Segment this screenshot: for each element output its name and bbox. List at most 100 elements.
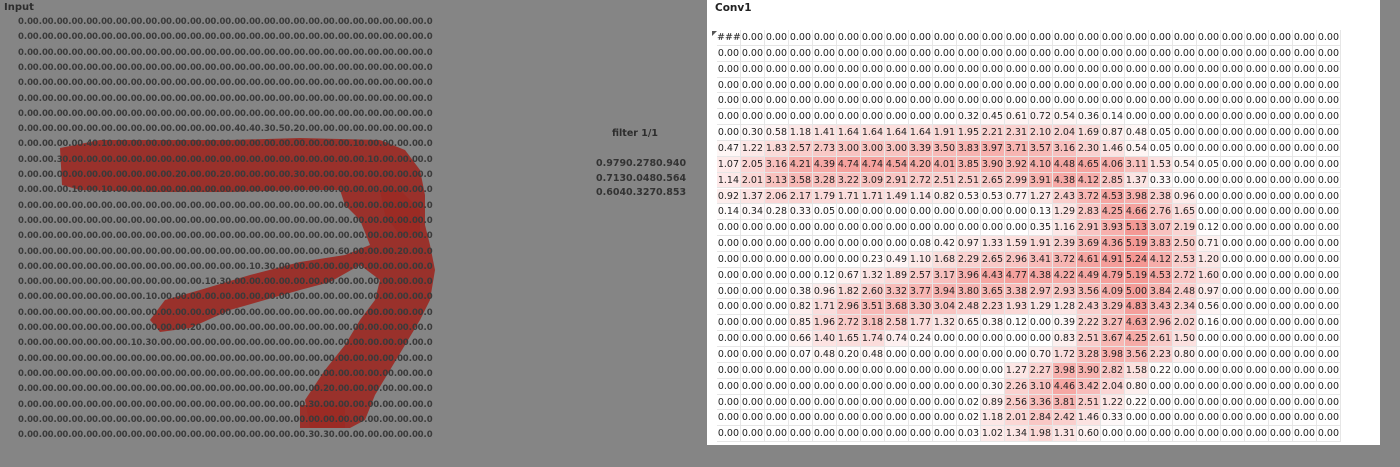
conv1-cell[interactable]: 0.00 (957, 93, 981, 110)
conv1-cell[interactable]: 1.27 (1005, 362, 1029, 379)
conv1-cell[interactable]: 4.48 (1053, 156, 1077, 173)
input-cell[interactable]: 0.0 (373, 154, 389, 165)
input-cell[interactable]: 0.3 (299, 399, 315, 410)
input-cell[interactable]: 0.0 (136, 78, 152, 89)
input-cell[interactable]: 0.0 (18, 261, 34, 272)
conv1-cell[interactable]: 0.97 (1197, 283, 1221, 300)
input-cell[interactable]: 0.0 (180, 215, 196, 226)
input-cell[interactable]: 0.0 (136, 368, 152, 379)
input-cell[interactable]: 0.0 (343, 17, 359, 27)
input-cell[interactable]: 0.0 (269, 185, 285, 196)
input-cell[interactable]: 0.0 (151, 353, 167, 364)
conv1-cell[interactable]: 0.00 (1221, 45, 1245, 62)
input-cell[interactable]: 0.0 (195, 338, 211, 349)
conv1-cell[interactable]: 1.95 (957, 125, 981, 141)
input-cell[interactable]: 0.0 (388, 353, 404, 364)
input-cell[interactable]: 0.0 (106, 430, 122, 441)
input-cell[interactable]: 0.0 (77, 231, 93, 242)
conv1-cell[interactable]: 0.00 (861, 410, 885, 427)
input-cell[interactable]: 0.0 (121, 307, 137, 318)
input-cell[interactable]: 0.0 (343, 246, 359, 257)
input-cell[interactable]: 0.0 (402, 170, 418, 180)
input-cell[interactable]: 0.0 (240, 384, 256, 395)
input-cell[interactable]: 0.0 (299, 323, 315, 333)
input-cell[interactable]: 0.2 (388, 246, 404, 257)
input-cell[interactable]: 0.0 (92, 246, 108, 257)
conv1-cell[interactable]: 4.20 (909, 156, 933, 173)
conv1-cell[interactable]: 0.00 (765, 331, 789, 347)
input-cell[interactable]: 0.0 (269, 353, 285, 364)
conv1-cell[interactable]: 0.00 (717, 125, 741, 141)
input-cell[interactable]: 0.0 (121, 215, 137, 226)
conv1-cell[interactable]: 0.39 (1053, 315, 1077, 332)
conv1-cell[interactable]: 3.36 (1029, 394, 1053, 411)
input-cell[interactable]: 0.0 (180, 231, 196, 242)
conv1-cell[interactable]: 2.05 (741, 156, 765, 173)
input-cell[interactable]: 0.0 (62, 78, 78, 89)
input-cell[interactable]: 0.0 (240, 17, 256, 27)
conv1-cell[interactable]: 4.09 (1101, 283, 1125, 300)
input-cell[interactable]: 0.0 (299, 139, 315, 150)
conv1-cell[interactable]: 3.27 (1101, 315, 1125, 332)
conv1-cell[interactable]: 0.00 (933, 331, 957, 347)
conv1-cell[interactable]: 0.00 (1125, 77, 1149, 94)
conv1-cell[interactable]: 4.66 (1125, 204, 1149, 221)
input-cell[interactable]: 0.0 (358, 93, 374, 104)
conv1-cell[interactable]: 0.00 (717, 267, 741, 284)
input-cell[interactable]: 0.0 (314, 108, 330, 119)
input-cell[interactable]: 0.0 (47, 368, 63, 379)
input-cell[interactable]: 0.0 (358, 338, 374, 349)
conv1-cell[interactable]: 0.00 (1269, 394, 1293, 411)
conv1-cell[interactable]: 4.74 (837, 156, 861, 173)
input-cell[interactable]: 0.0 (254, 353, 270, 364)
input-cell[interactable]: 0.0 (328, 277, 344, 288)
input-cell[interactable]: 0.0 (47, 124, 63, 135)
conv1-cell[interactable]: 4.43 (981, 267, 1005, 284)
conv1-cell[interactable]: 4.01 (933, 156, 957, 173)
conv1-cell[interactable]: 2.29 (957, 251, 981, 268)
input-cell[interactable]: 0.0 (225, 62, 241, 73)
conv1-cell[interactable]: 0.07 (789, 347, 813, 363)
conv1-cell[interactable]: 0.74 (885, 331, 909, 347)
input-cell[interactable]: 0.0 (388, 185, 404, 196)
conv1-cell[interactable]: 3.90 (1077, 362, 1101, 379)
input-cell[interactable]: 0.0 (77, 292, 93, 303)
input-cell[interactable]: 0.0 (343, 170, 359, 180)
input-cell[interactable]: 0.0 (210, 399, 226, 410)
input-cell[interactable]: 0.0 (402, 292, 418, 303)
conv1-cell[interactable]: 0.00 (1293, 140, 1317, 157)
input-cell[interactable]: 0.0 (195, 124, 211, 135)
input-cell[interactable]: 0.0 (343, 62, 359, 73)
conv1-cell[interactable]: 4.74 (861, 156, 885, 173)
input-cell[interactable]: 0.0 (92, 338, 108, 349)
input-cell[interactable]: 0.1 (240, 261, 256, 272)
input-cell[interactable]: 0.0 (402, 185, 418, 196)
input-cell[interactable]: 0.0 (166, 47, 182, 58)
input-cell[interactable]: 0.0 (269, 246, 285, 257)
input-cell[interactable]: 0.0 (373, 353, 389, 364)
conv1-cell[interactable]: 3.68 (885, 299, 909, 316)
input-cell[interactable]: 0.0 (388, 32, 404, 43)
input-cell[interactable]: 0.0 (136, 384, 152, 395)
conv1-cell[interactable]: 0.00 (741, 45, 765, 62)
input-cell[interactable]: 0.0 (210, 62, 226, 73)
conv1-cell[interactable]: 0.00 (1077, 45, 1101, 62)
input-cell[interactable]: 0.0 (151, 399, 167, 410)
input-cell[interactable]: 0.0 (92, 307, 108, 318)
conv1-cell[interactable]: 0.00 (837, 426, 861, 443)
input-cell[interactable]: 0.0 (373, 338, 389, 349)
conv1-cell[interactable]: 0.00 (813, 77, 837, 94)
conv1-cell[interactable]: 3.98 (1053, 362, 1077, 379)
input-cell[interactable]: 0.0 (299, 231, 315, 242)
input-cell[interactable]: 0.0 (77, 353, 93, 364)
conv1-cell[interactable]: 0.00 (1149, 93, 1173, 110)
conv1-cell[interactable]: 0.22 (1125, 394, 1149, 411)
conv1-cell[interactable]: 2.56 (1005, 394, 1029, 411)
conv1-cell[interactable]: 0.02 (957, 394, 981, 411)
input-cell[interactable]: 0.0 (328, 399, 344, 410)
input-cell[interactable]: 0.0 (225, 414, 241, 425)
input-cell[interactable]: 0.0 (166, 231, 182, 242)
conv1-cell[interactable]: 2.23 (981, 299, 1005, 316)
input-cell[interactable]: 0.0 (151, 368, 167, 379)
conv1-cell[interactable]: 1.37 (1125, 172, 1149, 189)
